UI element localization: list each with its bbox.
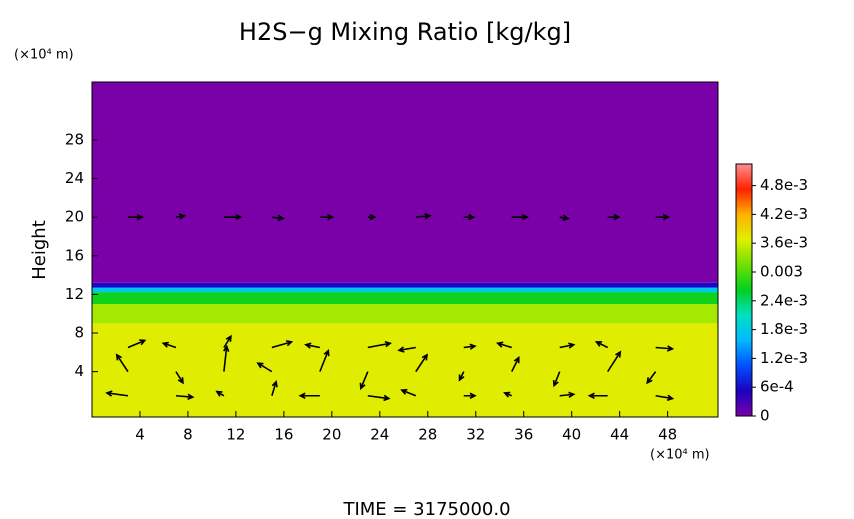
y-tick-label: 20 (65, 208, 84, 226)
wind-vector (367, 340, 392, 349)
wind-vector (223, 334, 232, 348)
wind-vector (223, 344, 230, 372)
wind-vector (415, 213, 432, 220)
wind-vector (511, 213, 529, 221)
wind-vector (646, 371, 657, 385)
wind-vector (463, 343, 477, 350)
y-axis-label: Height (29, 220, 50, 280)
footer: TIME = 3175000.0 (342, 499, 510, 519)
y-tick-label: 28 (65, 130, 84, 148)
wind-vector (587, 392, 608, 399)
wind-vector (655, 394, 675, 401)
colorbar-tick-label: 0 (760, 407, 770, 425)
colorbar-tick-label: 6e-4 (760, 378, 794, 396)
wind-vector (175, 393, 195, 400)
field-band (92, 292, 718, 305)
colorbar-tick-label: 1.8e-3 (760, 320, 808, 338)
wind-vector (271, 214, 285, 222)
wind-vector (606, 350, 622, 373)
wind-vector (503, 391, 513, 398)
wind-vector (161, 341, 177, 349)
x-tick-label: 16 (274, 426, 293, 444)
field-band (92, 304, 718, 324)
field-band (92, 287, 718, 293)
wind-vector (367, 213, 377, 221)
x-tick-label: 12 (226, 426, 245, 444)
x-tick-label: 28 (418, 426, 437, 444)
wind-vector (559, 214, 570, 221)
wind-vector (607, 213, 621, 221)
wind-vector (175, 371, 184, 385)
wind-vector (271, 380, 278, 396)
y-tick-label: 16 (65, 246, 84, 264)
wind-vector (511, 356, 520, 372)
field-band (92, 282, 718, 288)
wind-vector (359, 371, 369, 391)
wind-vector (400, 388, 417, 397)
wind-vector (105, 390, 129, 397)
y-tick-label: 4 (74, 362, 84, 380)
x-unit: (×10⁴ m) (650, 448, 710, 463)
colorbar-tick-label: 4.2e-3 (760, 205, 808, 223)
plot-frame (91, 81, 719, 418)
wind-vector (115, 353, 129, 373)
x-tick-label: 48 (658, 426, 677, 444)
wind-vector (127, 213, 144, 221)
colorbar-tick-label: 2.4e-3 (760, 291, 808, 309)
wind-vector (298, 392, 320, 399)
colorbar-tick-label: 0.003 (760, 263, 803, 281)
colorbar-tick-label: 4.8e-3 (760, 176, 808, 194)
wind-vector (367, 394, 391, 402)
x-tick-label: 32 (466, 426, 485, 444)
wind-vector (496, 341, 512, 349)
colorbar-tick-label: 1.2e-3 (760, 349, 808, 367)
colorbar (735, 163, 753, 417)
wind-vector (319, 348, 330, 372)
wind-vector (655, 345, 675, 352)
wind-vector (559, 342, 576, 349)
colorbar-tick-label: 3.6e-3 (760, 234, 808, 252)
wind-vector (458, 371, 465, 382)
wind-vector (304, 342, 321, 349)
wind-vector (215, 390, 225, 397)
wind-vector (463, 213, 476, 221)
wind-vector (559, 391, 576, 399)
wind-vector (552, 371, 561, 388)
wind-vector (271, 340, 294, 349)
wind-vector (397, 346, 416, 353)
wind-vector (463, 392, 477, 399)
y-tick-label: 12 (65, 285, 84, 303)
x-tick-label: 40 (562, 426, 581, 444)
wind-vector (175, 213, 187, 220)
y-tick-label: 24 (65, 169, 84, 187)
x-tick-label: 8 (183, 426, 193, 444)
x-tick-label: 36 (514, 426, 533, 444)
wind-vector (223, 213, 243, 221)
wind-vector (415, 353, 428, 373)
x-tick-label: 24 (370, 426, 389, 444)
field-band (92, 323, 718, 417)
wind-vector (594, 341, 609, 349)
wind-vector (256, 362, 273, 373)
x-tick-label: 20 (322, 426, 341, 444)
field-band (92, 82, 718, 283)
wind-vector (655, 213, 671, 221)
x-tick-label: 4 (135, 426, 145, 444)
y-tick-label: 8 (74, 324, 84, 342)
wind-vector (127, 339, 147, 349)
wind-vector (319, 213, 335, 221)
chart-title: H2S−g Mixing Ratio [kg/kg] (239, 18, 571, 46)
x-tick-label: 44 (610, 426, 629, 444)
y-unit: (×10⁴ m) (14, 48, 74, 63)
